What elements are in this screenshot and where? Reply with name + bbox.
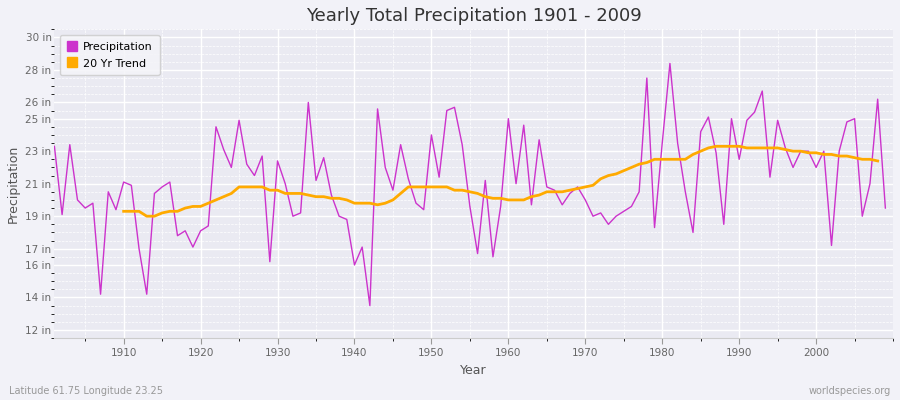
Legend: Precipitation, 20 Yr Trend: Precipitation, 20 Yr Trend <box>60 35 159 75</box>
Text: Latitude 61.75 Longitude 23.25: Latitude 61.75 Longitude 23.25 <box>9 386 163 396</box>
X-axis label: Year: Year <box>461 364 487 377</box>
Y-axis label: Precipitation: Precipitation <box>7 144 20 223</box>
Text: worldspecies.org: worldspecies.org <box>809 386 891 396</box>
Title: Yearly Total Precipitation 1901 - 2009: Yearly Total Precipitation 1901 - 2009 <box>306 7 642 25</box>
